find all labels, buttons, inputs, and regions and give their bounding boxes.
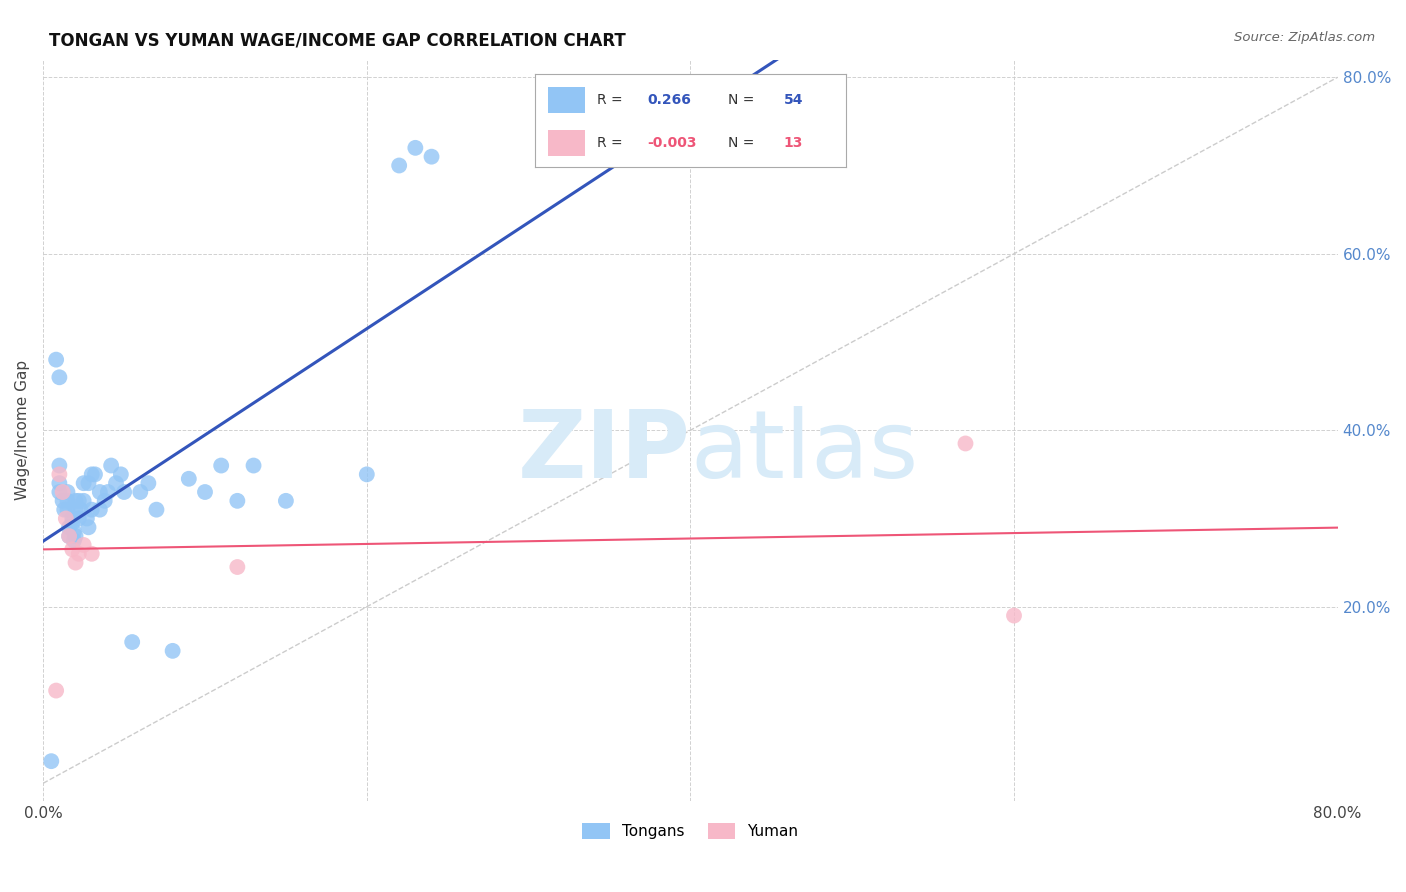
Point [93,493,115,508]
Point [39,754,62,768]
Point [100,458,122,473]
Point [89,502,111,516]
Point [356,467,378,482]
Point [56,485,79,500]
Point [1002,608,1025,623]
Point [53,502,76,516]
Point [48,485,70,500]
Point [110,467,132,482]
Point [194,485,217,500]
Point [56,502,79,516]
Point [274,493,297,508]
Point [404,141,426,155]
Point [60,516,83,530]
Point [65,502,87,516]
Point [55,511,77,525]
Point [65,493,87,508]
Point [48,370,70,384]
Point [138,476,160,491]
Point [80,547,103,561]
Point [112,485,135,500]
Point [48,476,70,491]
Point [58,529,80,543]
Point [60,542,83,557]
Point [65,556,87,570]
Point [72,476,94,491]
Point [121,635,143,649]
Text: ZIP: ZIP [517,407,690,499]
Point [129,485,152,500]
Point [63,524,86,539]
Point [67,547,90,561]
Point [209,458,232,473]
Point [76,511,98,525]
Point [80,467,103,482]
Point [45,352,67,367]
Point [145,502,167,516]
Point [89,485,111,500]
Point [177,472,200,486]
Text: Source: ZipAtlas.com: Source: ZipAtlas.com [1234,31,1375,45]
Point [60,511,83,525]
Point [162,644,184,658]
Point [955,436,977,450]
Point [242,458,264,473]
Point [63,533,86,548]
Legend: Tongans, Yuman: Tongans, Yuman [576,817,804,845]
Text: TONGAN VS YUMAN WAGE/INCOME GAP CORRELATION CHART: TONGAN VS YUMAN WAGE/INCOME GAP CORRELAT… [49,31,626,49]
Point [226,560,249,574]
Point [65,529,87,543]
Point [48,467,70,482]
Point [420,150,443,164]
Point [97,485,120,500]
Point [72,493,94,508]
Point [45,683,67,698]
Point [58,520,80,534]
Point [52,485,75,500]
Point [48,458,70,473]
Point [77,520,100,534]
Point [56,493,79,508]
Point [388,159,411,173]
Point [105,476,128,491]
Point [226,493,249,508]
Point [69,502,91,516]
Point [58,529,80,543]
Text: atlas: atlas [690,407,918,499]
Point [84,467,107,482]
Y-axis label: Wage/Income Gap: Wage/Income Gap [15,360,30,500]
Point [52,493,75,508]
Point [77,476,100,491]
Point [67,493,90,508]
Point [80,502,103,516]
Point [67,511,90,525]
Point [72,538,94,552]
